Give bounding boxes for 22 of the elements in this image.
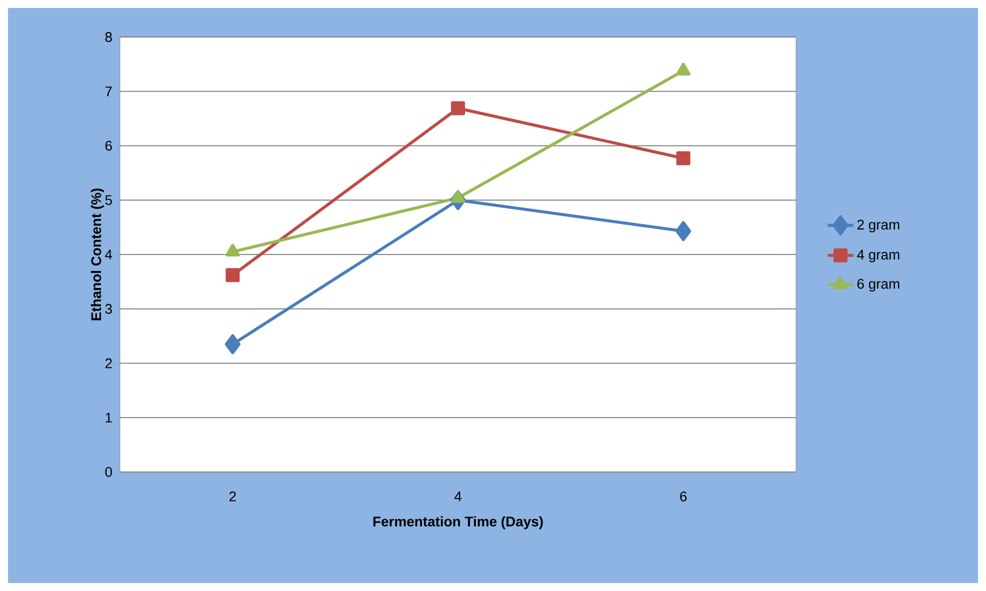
legend-label: 6 gram: [857, 278, 900, 292]
point: [676, 151, 690, 166]
legend-label: 4 gram: [857, 250, 900, 262]
y-tick-label: 0: [105, 467, 112, 477]
y-tick-label: 5: [105, 195, 112, 205]
legend-label: 2 gram: [857, 220, 900, 232]
x-axis-title: Fermentation Time (Days): [373, 516, 543, 530]
point: [675, 221, 692, 242]
y-tick-label: 1: [106, 412, 112, 422]
x-tick-label: 6: [680, 492, 687, 502]
point: [224, 334, 241, 354]
x-tick-label: 2: [229, 492, 236, 502]
y-tick-label: 4: [105, 250, 112, 260]
x-tick-label: 4: [454, 492, 462, 502]
y-tick-label: 6: [105, 140, 112, 151]
y-tick-label: 7: [105, 86, 112, 96]
point: [451, 101, 466, 116]
y-tick-label: 3: [105, 304, 112, 314]
y-axis-title: Ethanol Content (%): [90, 188, 104, 320]
y-tick-label: 8: [105, 32, 112, 42]
y-tick-label: 2: [105, 358, 112, 368]
point: [226, 268, 240, 282]
